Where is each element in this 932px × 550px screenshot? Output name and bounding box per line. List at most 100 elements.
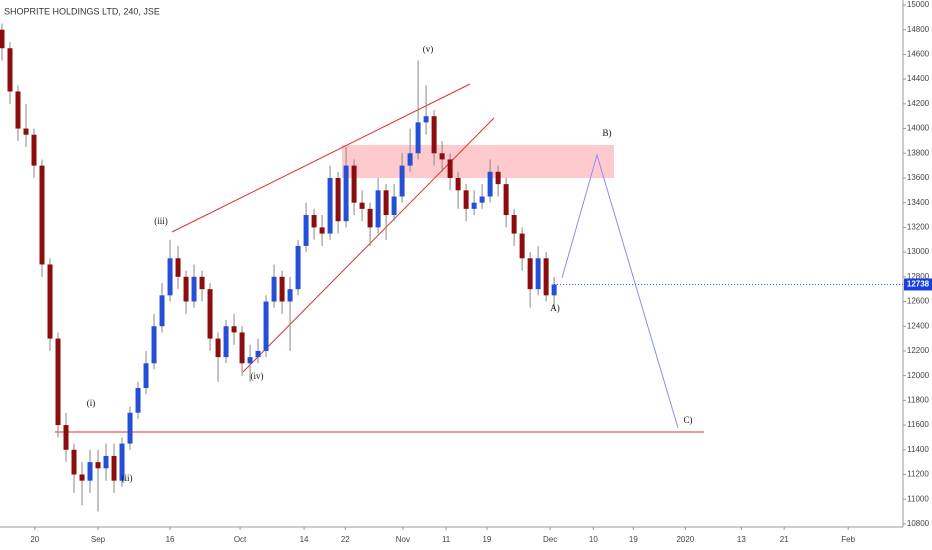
candle-body <box>23 128 29 135</box>
candle-body <box>63 425 69 450</box>
candle-body <box>359 202 365 209</box>
candle-body <box>399 165 405 197</box>
candle-body <box>231 326 237 333</box>
candle-body <box>79 474 85 481</box>
candle-body <box>119 443 125 481</box>
y-tick-label: 13000 <box>907 247 930 256</box>
candle-body <box>327 177 333 234</box>
candle-body <box>103 455 109 469</box>
upper-trendline <box>171 83 471 233</box>
x-tick-label: 2020 <box>676 535 694 544</box>
y-tick-label: 14000 <box>907 124 930 133</box>
candle-body <box>335 177 341 222</box>
y-tick-label: 13400 <box>907 198 930 207</box>
x-tick-label: 11 <box>442 535 451 544</box>
candle-body <box>39 165 45 265</box>
candle-body <box>535 258 541 290</box>
candle-body <box>191 276 197 302</box>
x-tick-label: 10 <box>589 535 598 544</box>
y-tick-label: 10800 <box>907 519 930 528</box>
candle-body <box>303 215 309 246</box>
y-tick-label: 14400 <box>907 74 930 83</box>
candle-body <box>287 289 293 302</box>
candle-body <box>543 258 549 296</box>
candle-body <box>47 264 53 339</box>
x-tick-label: Oct <box>234 535 247 544</box>
candle-body <box>207 289 213 339</box>
wave-label: C) <box>684 415 693 425</box>
x-tick-label: Feb <box>841 535 855 544</box>
candle-body <box>503 184 509 216</box>
candle-body <box>223 326 229 358</box>
candle-body <box>271 276 277 302</box>
candle-body <box>71 449 77 475</box>
x-tick-label: 19 <box>629 535 638 544</box>
x-tick-label: 21 <box>780 535 789 544</box>
candle-body <box>511 215 517 234</box>
chart-title: SHOPRITE HOLDINGS LTD, 240, JSE <box>4 6 160 16</box>
x-tick-label: 14 <box>300 535 309 544</box>
candles <box>0 23 557 512</box>
y-tick-label: 13600 <box>907 173 930 182</box>
x-tick-label: Sep <box>91 535 106 544</box>
candle-body <box>319 227 325 234</box>
candle-body <box>7 48 13 92</box>
candle-body <box>487 171 493 197</box>
y-tick-label: 11200 <box>907 470 929 479</box>
y-tick-label: 12400 <box>907 321 930 330</box>
y-tick-label: 12000 <box>907 371 930 380</box>
candle-body <box>15 91 21 129</box>
resistance-zone <box>342 145 614 178</box>
x-tick-label: 22 <box>341 535 350 544</box>
candle-body <box>351 165 357 203</box>
candle-body <box>343 165 349 222</box>
x-tick-label: 19 <box>482 535 491 544</box>
candle-body <box>471 202 477 209</box>
candle-body <box>111 455 117 481</box>
candle-body <box>183 276 189 302</box>
candle-body <box>263 301 269 351</box>
candle-body <box>279 276 285 302</box>
candle-body <box>415 122 421 154</box>
y-tick-label: 12200 <box>907 346 930 355</box>
candle-body <box>87 462 93 481</box>
candle-body <box>527 258 533 290</box>
y-tick-label: 11000 <box>907 494 929 503</box>
candle-body <box>311 215 317 228</box>
candle-body <box>551 284 557 296</box>
candle-body <box>439 153 445 160</box>
candle-body <box>239 332 245 364</box>
y-tick-label: 12800 <box>907 272 930 281</box>
candle-body <box>55 338 61 426</box>
candle-body <box>95 462 101 469</box>
candle-body <box>463 190 469 209</box>
candle-body <box>127 412 133 444</box>
y-tick-label: 11600 <box>907 420 929 429</box>
candle-body <box>447 159 453 178</box>
y-tick-label: 13200 <box>907 222 930 231</box>
last-price-label: 12738 <box>907 280 930 289</box>
wave-label: (iii) <box>154 216 168 226</box>
candle-body <box>383 190 389 216</box>
y-tick-label: 15000 <box>907 0 930 9</box>
candle-body <box>391 196 397 216</box>
last-price-box <box>904 278 932 291</box>
wave-label: (ii) <box>122 473 133 483</box>
candle-body <box>135 388 141 413</box>
projection-path <box>561 153 679 429</box>
candle-body <box>143 363 149 389</box>
candle-body <box>31 134 37 166</box>
candle-body <box>199 276 205 290</box>
y-tick-label: 13800 <box>907 148 930 157</box>
candle-body <box>247 357 253 364</box>
x-tick-label: 16 <box>166 535 175 544</box>
wave-label: (iv) <box>251 371 264 381</box>
candle-body <box>407 153 413 166</box>
wave-label: (v) <box>423 44 434 54</box>
candle-body <box>175 258 181 277</box>
x-tick-label: 13 <box>737 535 746 544</box>
candle-body <box>431 116 437 154</box>
candle-body <box>367 208 373 228</box>
